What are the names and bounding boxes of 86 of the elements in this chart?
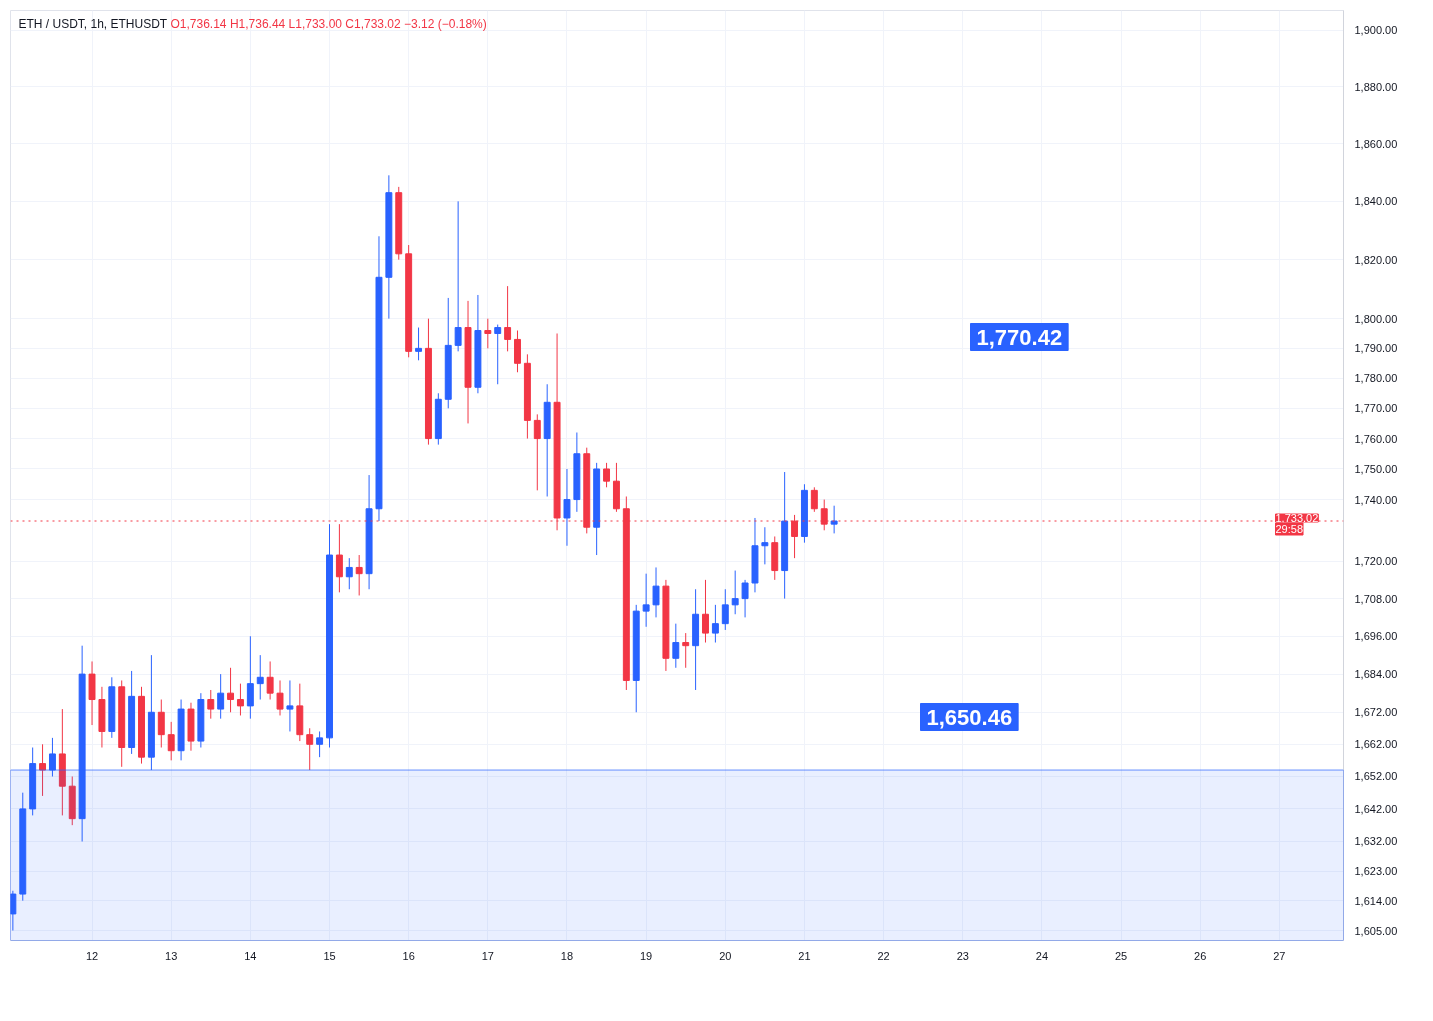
y-tick-label: 1,605.00 bbox=[1354, 924, 1398, 937]
x-tick-label: 15 bbox=[323, 949, 336, 962]
y-tick-label: 1,623.00 bbox=[1354, 865, 1398, 877]
candlestick bbox=[672, 623, 680, 669]
candlestick bbox=[286, 679, 294, 732]
candlestick bbox=[276, 679, 284, 716]
candlestick bbox=[217, 673, 225, 720]
y-tick-label: 1,708.00 bbox=[1354, 592, 1398, 605]
annotation: 1,650.46 bbox=[926, 704, 1013, 730]
y-tick-label: 1,750.00 bbox=[1354, 462, 1398, 475]
text: ETH / USDT, 1h, ETHUSDT bbox=[18, 16, 168, 31]
candlestick bbox=[157, 699, 165, 748]
text: O1,736.14 H1,736.44 L1,733.00 C1,733.02 −3.12 (−0.18%) bbox=[170, 16, 487, 31]
x-tick-label: 16 bbox=[402, 949, 415, 962]
x-tick-label: 26 bbox=[1194, 949, 1207, 962]
y-tick-label: 1,760.00 bbox=[1354, 432, 1398, 445]
candlestick bbox=[731, 570, 739, 615]
candlestick bbox=[415, 327, 423, 361]
candlestick bbox=[39, 743, 47, 797]
candlestick bbox=[702, 579, 709, 644]
candlestick bbox=[563, 468, 571, 547]
candlestick bbox=[256, 654, 264, 701]
y-tick-label: 1,860.00 bbox=[1354, 137, 1398, 150]
candlestick bbox=[167, 721, 175, 761]
candlestick bbox=[761, 526, 769, 565]
x-tick-label: 25 bbox=[1114, 949, 1128, 962]
candlestick bbox=[266, 660, 274, 701]
y-tick-label: 1,672.00 bbox=[1354, 706, 1398, 719]
y-tick-label: 1,614.00 bbox=[1354, 894, 1398, 907]
y-tick-label: 1,632.00 bbox=[1354, 835, 1398, 848]
y-tick-label: 1,770.00 bbox=[1354, 402, 1398, 415]
y-tick-label: 1,684.00 bbox=[1354, 668, 1398, 681]
candlestick bbox=[642, 573, 650, 628]
candlestick bbox=[533, 413, 541, 491]
candlestick bbox=[810, 486, 818, 513]
candlestick bbox=[454, 200, 462, 352]
candlestick bbox=[711, 604, 719, 644]
y-tick-label: 1,740.00 bbox=[1354, 493, 1398, 506]
y-tick-label: 1,800.00 bbox=[1354, 312, 1398, 325]
x-tick-label: 27 bbox=[1273, 949, 1286, 962]
x-tick-label: 22 bbox=[877, 949, 890, 962]
annotation: 1,770.42 bbox=[976, 324, 1063, 350]
x-tick-label: 19 bbox=[640, 949, 653, 962]
x-tick-label: 18 bbox=[560, 949, 574, 962]
x-tick-label: 21 bbox=[798, 949, 811, 962]
y-tick-label: 1,642.00 bbox=[1354, 802, 1398, 815]
y-tick-label: 1,780.00 bbox=[1354, 372, 1398, 385]
y-tick-label: 1,790.00 bbox=[1354, 342, 1398, 355]
y-tick-label: 1,840.00 bbox=[1354, 195, 1398, 208]
candlestick bbox=[345, 557, 353, 590]
x-tick-label: 20 bbox=[719, 949, 732, 962]
candlestick bbox=[603, 462, 611, 488]
candlestick bbox=[236, 683, 244, 716]
candlestick bbox=[652, 566, 660, 618]
candlestick bbox=[207, 689, 215, 720]
x-tick-label: 13 bbox=[165, 949, 178, 962]
ref-line-label: 1,733.02 bbox=[1275, 512, 1319, 524]
candlestick bbox=[504, 285, 512, 352]
candlestick bbox=[227, 667, 235, 713]
y-tick-label: 1,820.00 bbox=[1354, 253, 1398, 266]
candlestick bbox=[721, 588, 729, 631]
x-tick-label: 24 bbox=[1035, 949, 1049, 962]
x-tick-label: 12 bbox=[85, 949, 99, 962]
candlestick bbox=[48, 737, 56, 777]
y-tick-label: 1,662.00 bbox=[1354, 738, 1398, 751]
annotation: 29:58 bbox=[1275, 523, 1304, 535]
candlestick bbox=[514, 330, 521, 373]
candlestick bbox=[355, 554, 363, 596]
y-tick-label: 1,720.00 bbox=[1354, 555, 1398, 568]
x-tick-label: 17 bbox=[481, 949, 494, 962]
x-tick-label: 14 bbox=[244, 949, 257, 962]
candlestick bbox=[830, 505, 838, 534]
candlestick bbox=[316, 730, 324, 758]
candlestick bbox=[484, 318, 492, 349]
candlestick bbox=[682, 632, 690, 669]
candlestick bbox=[335, 523, 343, 593]
candlestick bbox=[741, 579, 749, 618]
y-tick-label: 1,696.00 bbox=[1354, 630, 1398, 643]
y-tick-label: 1,652.00 bbox=[1354, 770, 1398, 783]
candlestick bbox=[10, 890, 17, 932]
x-tick-label: 23 bbox=[956, 949, 969, 962]
y-tick-label: 1,880.00 bbox=[1354, 80, 1398, 93]
candlestick bbox=[246, 635, 254, 720]
candlestick bbox=[306, 727, 314, 771]
candlestick bbox=[494, 324, 502, 385]
y-tick-label: 1,900.00 bbox=[1354, 24, 1398, 37]
